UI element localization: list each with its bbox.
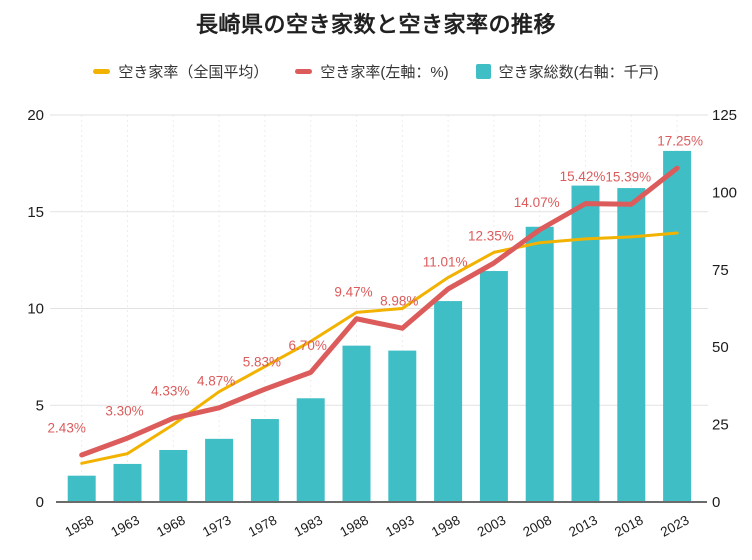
- data-label: 15.42%: [560, 169, 606, 184]
- x-axis-tick: 1993: [383, 512, 417, 539]
- right-axis-tick: 50: [712, 339, 729, 356]
- x-axis-tick: 1998: [429, 512, 463, 539]
- legend-item-vacant-total: 空き家総数(右軸：千戸): [475, 61, 659, 82]
- x-axis-tick: 1978: [246, 512, 280, 539]
- x-axis-tick: 2008: [521, 512, 555, 539]
- data-label: 4.87%: [197, 373, 235, 388]
- data-label: 4.33%: [151, 384, 189, 399]
- line-vacancy-rate: [79, 165, 680, 458]
- x-axis-tick: 2003: [475, 512, 509, 539]
- bar-1973: [205, 438, 234, 502]
- data-label: 5.83%: [243, 355, 281, 370]
- data-label: 8.98%: [380, 294, 418, 309]
- legend-item-label: 空き家率(左軸：%): [320, 64, 449, 81]
- bar-1983: [296, 398, 325, 502]
- x-axis-tick: 2023: [658, 512, 692, 539]
- legend-item-national-average: 空き家率（全国平均）: [93, 61, 268, 82]
- teal-square-icon: [475, 64, 491, 79]
- bar-1988: [342, 345, 371, 502]
- right-axis-tick: 75: [712, 262, 729, 279]
- data-label: 15.39%: [605, 170, 651, 185]
- data-label: 12.35%: [468, 229, 514, 244]
- bar-1978: [250, 419, 279, 502]
- left-axis-labels: 0 5 10 15 20: [27, 107, 44, 511]
- left-axis-tick: 0: [36, 494, 44, 511]
- bar-1958: [67, 475, 96, 502]
- x-axis-labels: 1958 1963 1968 1973 1978 1983 1988 1993 1998 2003…: [63, 512, 692, 539]
- bar-2018: [617, 188, 646, 502]
- left-axis-tick: 5: [36, 397, 44, 414]
- right-axis-tick: 25: [712, 417, 729, 434]
- x-axis-tick: 1958: [63, 512, 97, 539]
- data-label: 9.47%: [334, 284, 372, 299]
- right-axis-tick: 125: [712, 107, 737, 124]
- left-axis-tick: 20: [27, 107, 44, 124]
- bar-1993: [388, 350, 417, 502]
- x-axis-tick: 1968: [154, 512, 188, 539]
- data-label: 14.07%: [514, 195, 560, 210]
- bar-1968: [159, 449, 188, 502]
- data-label: 11.01%: [423, 254, 468, 269]
- x-axis-tick: 1973: [200, 512, 234, 539]
- data-labels: 2.43% 3.30% 4.33% 4.87% 5.83% 6.70% 9.47% 8.98%…: [48, 134, 703, 436]
- data-label: 6.70%: [289, 338, 327, 353]
- bar-2023: [663, 150, 692, 502]
- x-axis-tick: 1988: [337, 512, 371, 539]
- bar-2013: [571, 185, 600, 502]
- data-label: 3.30%: [105, 404, 143, 419]
- bar-1998: [434, 301, 463, 502]
- horizontal-gridlines: [50, 114, 708, 406]
- red-line-icon: [295, 69, 313, 74]
- x-axis-tick: 2013: [566, 512, 600, 539]
- bar-1963: [113, 463, 142, 502]
- bars-vacant-total: [67, 150, 692, 502]
- x-axis-tick: 1983: [292, 512, 326, 539]
- right-axis-tick: 100: [712, 184, 737, 201]
- data-label: 17.25%: [657, 134, 703, 149]
- right-axis-tick: 0: [712, 494, 720, 511]
- x-axis-tick: 1963: [108, 512, 142, 539]
- bar-2003: [479, 271, 508, 502]
- left-axis-tick: 15: [27, 204, 44, 221]
- left-axis-tick: 10: [27, 301, 44, 318]
- data-label: 2.43%: [48, 420, 86, 435]
- right-axis-labels: 0 25 50 75 100 125: [712, 107, 737, 511]
- line-national-average: [80, 231, 679, 465]
- legend-item-label: 空き家率（全国平均）: [118, 64, 269, 81]
- legend-item-vacancy-rate: 空き家率(左軸：%): [295, 61, 449, 82]
- yellow-line-icon: [93, 69, 111, 74]
- bar-2008: [525, 226, 554, 502]
- legend-item-label: 空き家総数(右軸：千戸): [498, 64, 659, 81]
- chart-legend: 空き家率（全国平均） 空き家率(左軸：%) 空き家総数(右軸：千戸): [0, 61, 752, 82]
- chart-title: 長崎県の空き家数と空き家率の推移: [195, 12, 556, 37]
- x-axis-tick: 2018: [612, 512, 646, 539]
